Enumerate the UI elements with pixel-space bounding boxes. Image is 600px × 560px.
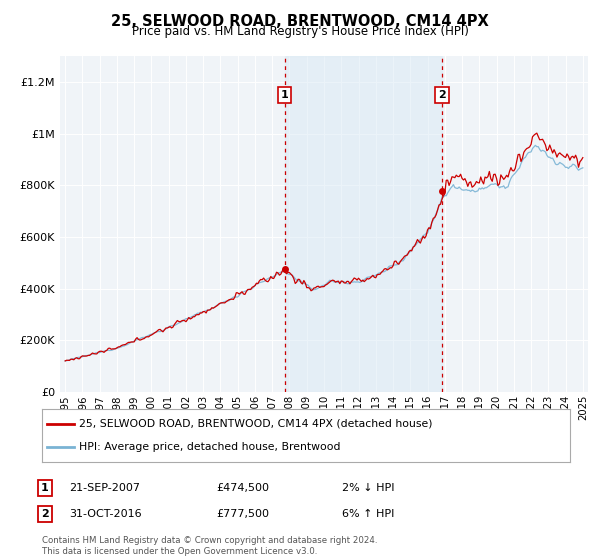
Text: Price paid vs. HM Land Registry's House Price Index (HPI): Price paid vs. HM Land Registry's House … (131, 25, 469, 38)
Bar (284, 56, 442, 392)
Text: 25, SELWOOD ROAD, BRENTWOOD, CM14 4PX: 25, SELWOOD ROAD, BRENTWOOD, CM14 4PX (111, 14, 489, 29)
Text: 1: 1 (281, 90, 289, 100)
Text: £474,500: £474,500 (216, 483, 269, 493)
Text: 21-SEP-2007: 21-SEP-2007 (69, 483, 140, 493)
Text: 2% ↓ HPI: 2% ↓ HPI (342, 483, 395, 493)
Text: 2: 2 (438, 90, 446, 100)
Text: Contains HM Land Registry data © Crown copyright and database right 2024.
This d: Contains HM Land Registry data © Crown c… (42, 536, 377, 556)
Text: 31-OCT-2016: 31-OCT-2016 (69, 509, 142, 519)
Text: 6% ↑ HPI: 6% ↑ HPI (342, 509, 394, 519)
Text: HPI: Average price, detached house, Brentwood: HPI: Average price, detached house, Bren… (79, 442, 340, 452)
Text: £777,500: £777,500 (216, 509, 269, 519)
Text: 1: 1 (41, 483, 49, 493)
Text: 25, SELWOOD ROAD, BRENTWOOD, CM14 4PX (detached house): 25, SELWOOD ROAD, BRENTWOOD, CM14 4PX (d… (79, 419, 433, 429)
Text: 2: 2 (41, 509, 49, 519)
